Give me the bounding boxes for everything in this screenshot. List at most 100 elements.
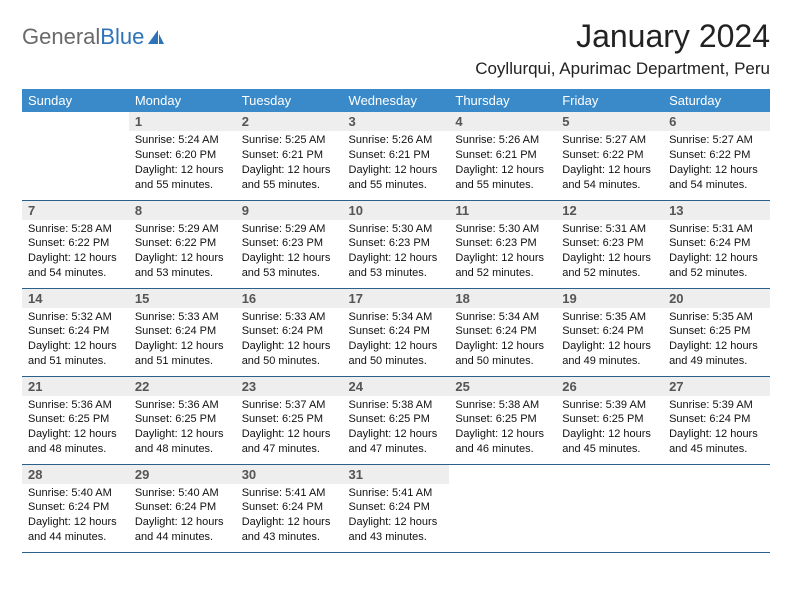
day-number: 1: [129, 112, 236, 131]
day-details: Sunrise: 5:30 AMSunset: 6:23 PMDaylight:…: [449, 220, 556, 287]
day-header: Monday: [129, 89, 236, 112]
calendar-cell: 11Sunrise: 5:30 AMSunset: 6:23 PMDayligh…: [449, 200, 556, 288]
calendar-cell: 0: [663, 464, 770, 552]
day-number: 29: [129, 465, 236, 484]
calendar-cell: 8Sunrise: 5:29 AMSunset: 6:22 PMDaylight…: [129, 200, 236, 288]
day-details: Sunrise: 5:38 AMSunset: 6:25 PMDaylight:…: [343, 396, 450, 463]
day-number: 25: [449, 377, 556, 396]
calendar-cell: 5Sunrise: 5:27 AMSunset: 6:22 PMDaylight…: [556, 112, 663, 200]
calendar-cell: 18Sunrise: 5:34 AMSunset: 6:24 PMDayligh…: [449, 288, 556, 376]
day-number: 12: [556, 201, 663, 220]
calendar-cell: 21Sunrise: 5:36 AMSunset: 6:25 PMDayligh…: [22, 376, 129, 464]
day-number: 2: [236, 112, 343, 131]
logo-word2: Blue: [100, 24, 144, 49]
calendar-cell: 29Sunrise: 5:40 AMSunset: 6:24 PMDayligh…: [129, 464, 236, 552]
day-details: Sunrise: 5:26 AMSunset: 6:21 PMDaylight:…: [449, 131, 556, 198]
calendar-cell: 31Sunrise: 5:41 AMSunset: 6:24 PMDayligh…: [343, 464, 450, 552]
day-details: Sunrise: 5:32 AMSunset: 6:24 PMDaylight:…: [22, 308, 129, 375]
day-header: Sunday: [22, 89, 129, 112]
day-details: Sunrise: 5:29 AMSunset: 6:22 PMDaylight:…: [129, 220, 236, 287]
day-details: Sunrise: 5:38 AMSunset: 6:25 PMDaylight:…: [449, 396, 556, 463]
calendar-cell: 2Sunrise: 5:25 AMSunset: 6:21 PMDaylight…: [236, 112, 343, 200]
calendar-cell: 14Sunrise: 5:32 AMSunset: 6:24 PMDayligh…: [22, 288, 129, 376]
day-number: 6: [663, 112, 770, 131]
calendar-table: SundayMondayTuesdayWednesdayThursdayFrid…: [22, 89, 770, 553]
calendar-cell: 0: [22, 112, 129, 200]
calendar-cell: 12Sunrise: 5:31 AMSunset: 6:23 PMDayligh…: [556, 200, 663, 288]
calendar-cell: 27Sunrise: 5:39 AMSunset: 6:24 PMDayligh…: [663, 376, 770, 464]
day-details: Sunrise: 5:39 AMSunset: 6:24 PMDaylight:…: [663, 396, 770, 463]
logo: GeneralBlue: [22, 18, 166, 50]
day-header: Wednesday: [343, 89, 450, 112]
day-details: Sunrise: 5:25 AMSunset: 6:21 PMDaylight:…: [236, 131, 343, 198]
day-details: Sunrise: 5:37 AMSunset: 6:25 PMDaylight:…: [236, 396, 343, 463]
day-number: 28: [22, 465, 129, 484]
day-number: 20: [663, 289, 770, 308]
day-number: 27: [663, 377, 770, 396]
day-number: 30: [236, 465, 343, 484]
day-header: Thursday: [449, 89, 556, 112]
day-number: 18: [449, 289, 556, 308]
day-details: Sunrise: 5:40 AMSunset: 6:24 PMDaylight:…: [22, 484, 129, 551]
day-number: 21: [22, 377, 129, 396]
calendar-cell: 17Sunrise: 5:34 AMSunset: 6:24 PMDayligh…: [343, 288, 450, 376]
header: GeneralBlue January 2024 Coyllurqui, Apu…: [22, 18, 770, 79]
day-details: Sunrise: 5:27 AMSunset: 6:22 PMDaylight:…: [663, 131, 770, 198]
calendar-cell: 16Sunrise: 5:33 AMSunset: 6:24 PMDayligh…: [236, 288, 343, 376]
day-number: 16: [236, 289, 343, 308]
day-number: 4: [449, 112, 556, 131]
day-details: Sunrise: 5:34 AMSunset: 6:24 PMDaylight:…: [449, 308, 556, 375]
calendar-cell: 25Sunrise: 5:38 AMSunset: 6:25 PMDayligh…: [449, 376, 556, 464]
day-number: 10: [343, 201, 450, 220]
logo-word1: General: [22, 24, 100, 49]
calendar-cell: 7Sunrise: 5:28 AMSunset: 6:22 PMDaylight…: [22, 200, 129, 288]
day-header: Tuesday: [236, 89, 343, 112]
day-details: Sunrise: 5:33 AMSunset: 6:24 PMDaylight:…: [236, 308, 343, 375]
day-details: Sunrise: 5:31 AMSunset: 6:23 PMDaylight:…: [556, 220, 663, 287]
day-number: 9: [236, 201, 343, 220]
day-number: 5: [556, 112, 663, 131]
logo-text: GeneralBlue: [22, 24, 144, 50]
day-details: Sunrise: 5:41 AMSunset: 6:24 PMDaylight:…: [236, 484, 343, 551]
calendar-row: 7Sunrise: 5:28 AMSunset: 6:22 PMDaylight…: [22, 200, 770, 288]
day-details: Sunrise: 5:26 AMSunset: 6:21 PMDaylight:…: [343, 131, 450, 198]
day-details: Sunrise: 5:36 AMSunset: 6:25 PMDaylight:…: [129, 396, 236, 463]
calendar-cell: 22Sunrise: 5:36 AMSunset: 6:25 PMDayligh…: [129, 376, 236, 464]
calendar-cell: 0: [449, 464, 556, 552]
calendar-cell: 20Sunrise: 5:35 AMSunset: 6:25 PMDayligh…: [663, 288, 770, 376]
calendar-cell: 9Sunrise: 5:29 AMSunset: 6:23 PMDaylight…: [236, 200, 343, 288]
calendar-cell: 15Sunrise: 5:33 AMSunset: 6:24 PMDayligh…: [129, 288, 236, 376]
calendar-cell: 26Sunrise: 5:39 AMSunset: 6:25 PMDayligh…: [556, 376, 663, 464]
day-number: 31: [343, 465, 450, 484]
day-details: Sunrise: 5:30 AMSunset: 6:23 PMDaylight:…: [343, 220, 450, 287]
location: Coyllurqui, Apurimac Department, Peru: [475, 59, 770, 79]
calendar-cell: 10Sunrise: 5:30 AMSunset: 6:23 PMDayligh…: [343, 200, 450, 288]
calendar-cell: 3Sunrise: 5:26 AMSunset: 6:21 PMDaylight…: [343, 112, 450, 200]
day-details: Sunrise: 5:28 AMSunset: 6:22 PMDaylight:…: [22, 220, 129, 287]
calendar-cell: 28Sunrise: 5:40 AMSunset: 6:24 PMDayligh…: [22, 464, 129, 552]
day-details: Sunrise: 5:34 AMSunset: 6:24 PMDaylight:…: [343, 308, 450, 375]
calendar-cell: 0: [556, 464, 663, 552]
day-number: 13: [663, 201, 770, 220]
day-details: Sunrise: 5:39 AMSunset: 6:25 PMDaylight:…: [556, 396, 663, 463]
calendar-row: 28Sunrise: 5:40 AMSunset: 6:24 PMDayligh…: [22, 464, 770, 552]
day-details: Sunrise: 5:27 AMSunset: 6:22 PMDaylight:…: [556, 131, 663, 198]
day-details: Sunrise: 5:40 AMSunset: 6:24 PMDaylight:…: [129, 484, 236, 551]
calendar-cell: 1Sunrise: 5:24 AMSunset: 6:20 PMDaylight…: [129, 112, 236, 200]
calendar-cell: 24Sunrise: 5:38 AMSunset: 6:25 PMDayligh…: [343, 376, 450, 464]
day-number: 11: [449, 201, 556, 220]
day-header-row: SundayMondayTuesdayWednesdayThursdayFrid…: [22, 89, 770, 112]
day-details: Sunrise: 5:31 AMSunset: 6:24 PMDaylight:…: [663, 220, 770, 287]
day-details: Sunrise: 5:41 AMSunset: 6:24 PMDaylight:…: [343, 484, 450, 551]
calendar-cell: 23Sunrise: 5:37 AMSunset: 6:25 PMDayligh…: [236, 376, 343, 464]
day-details: Sunrise: 5:24 AMSunset: 6:20 PMDaylight:…: [129, 131, 236, 198]
calendar-cell: 6Sunrise: 5:27 AMSunset: 6:22 PMDaylight…: [663, 112, 770, 200]
sail-icon: [146, 28, 166, 46]
calendar-body: 01Sunrise: 5:24 AMSunset: 6:20 PMDayligh…: [22, 112, 770, 552]
calendar-row: 14Sunrise: 5:32 AMSunset: 6:24 PMDayligh…: [22, 288, 770, 376]
day-number: 26: [556, 377, 663, 396]
day-details: Sunrise: 5:33 AMSunset: 6:24 PMDaylight:…: [129, 308, 236, 375]
day-number: 17: [343, 289, 450, 308]
title-block: January 2024 Coyllurqui, Apurimac Depart…: [475, 18, 770, 79]
day-number: 14: [22, 289, 129, 308]
